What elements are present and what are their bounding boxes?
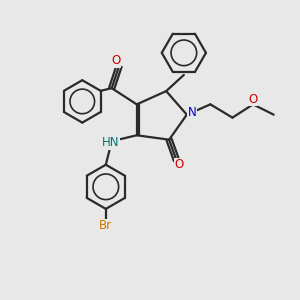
Text: O: O — [175, 158, 184, 171]
Text: O: O — [248, 93, 258, 106]
Text: HN: HN — [101, 136, 119, 149]
Text: O: O — [112, 54, 121, 67]
Text: Br: Br — [99, 220, 112, 232]
Text: N: N — [188, 106, 197, 119]
